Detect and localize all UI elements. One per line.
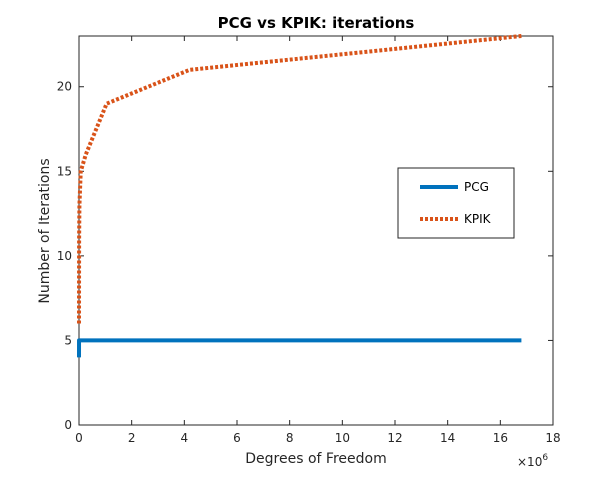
chart-title: PCG vs KPIK: iterations — [218, 14, 415, 32]
y-tick-label: 15 — [57, 164, 72, 178]
x-tick-label: 4 — [181, 431, 189, 445]
series-line-kpik — [77, 34, 522, 324]
x-tick-label: 12 — [387, 431, 402, 445]
x-axis-exponent: ×106 — [517, 453, 548, 469]
x-tick-label: 14 — [440, 431, 455, 445]
x-tick-label: 6 — [233, 431, 241, 445]
x-tick-label: 8 — [286, 431, 294, 445]
x-tick-label: 0 — [75, 431, 83, 445]
axis-ticks: 0 2 4 6 8 10 12 14 16 18 0 5 10 15 20 — [57, 36, 561, 445]
x-axis-label: Degrees of Freedom — [245, 451, 386, 467]
series-line-pcg — [77, 338, 522, 358]
x-tick-label: 2 — [128, 431, 136, 445]
y-tick-label: 10 — [57, 249, 72, 263]
legend-box — [397, 167, 515, 239]
legend-label-kpik: KPIK — [464, 212, 492, 226]
x-tick-label: 18 — [545, 431, 560, 445]
x-tick-label: 16 — [493, 431, 508, 445]
legend: PCG KPIK — [397, 167, 515, 239]
y-tick-label: 20 — [57, 80, 72, 94]
y-tick-label: 0 — [64, 418, 72, 432]
y-tick-label: 5 — [64, 333, 72, 347]
x-tick-label: 10 — [335, 431, 350, 445]
y-axis-label: Number of Iterations — [37, 158, 53, 303]
series-layer — [77, 34, 522, 358]
legend-label-pcg: PCG — [464, 180, 489, 194]
